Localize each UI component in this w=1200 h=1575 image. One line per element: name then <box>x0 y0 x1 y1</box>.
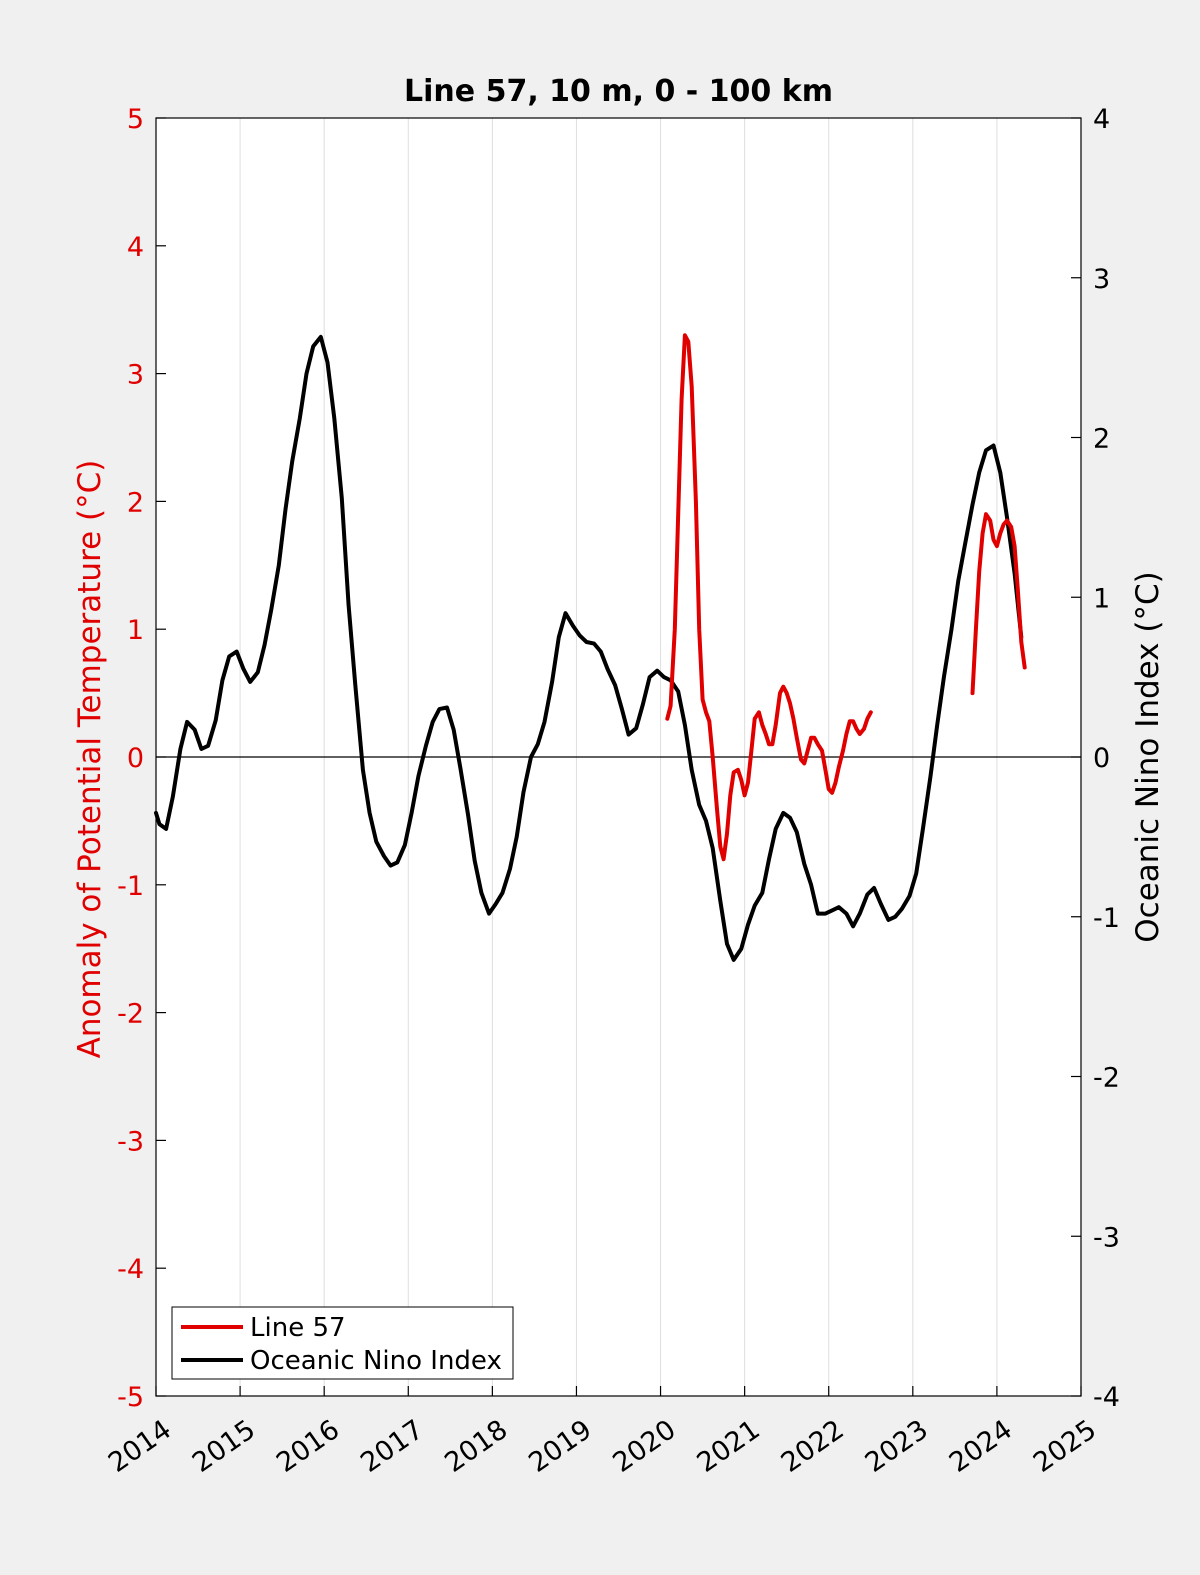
left-y-axis: -5 -4 -3 -2 -1 0 1 2 3 4 5 <box>117 104 166 1413</box>
left-tick-label: -1 <box>117 871 144 902</box>
right-tick-label: 1 <box>1093 583 1110 614</box>
right-tick-label: 3 <box>1093 264 1110 295</box>
left-tick-label: 4 <box>127 232 144 263</box>
right-y-axis: -4 -3 -2 -1 0 1 2 3 4 <box>1071 104 1120 1413</box>
left-axis-label: Anomaly of Potential Temperature (°C) <box>72 460 108 1059</box>
right-tick-label: 0 <box>1093 743 1110 774</box>
left-tick-label: 5 <box>127 104 144 135</box>
right-axis-label: Oceanic Nino Index (°C) <box>1130 571 1166 942</box>
right-tick-label: 4 <box>1093 104 1110 135</box>
series-line-line-57-segment-1 <box>665 333 873 862</box>
legend-label-line57: Line 57 <box>250 1313 346 1343</box>
chart-title: Line 57, 10 m, 0 - 100 km <box>404 74 833 109</box>
left-tick-label: -2 <box>117 999 144 1030</box>
right-tick-label: -1 <box>1093 903 1120 934</box>
left-tick-label: 0 <box>127 743 144 774</box>
right-tick-label: 2 <box>1093 424 1110 455</box>
series-layer <box>154 333 1027 962</box>
left-tick-label: 2 <box>127 487 144 518</box>
series-line-oceanic-nino-index <box>154 334 1024 962</box>
left-tick-label: -5 <box>117 1382 144 1413</box>
legend: Line 57 Oceanic Nino Index <box>171 1306 514 1380</box>
series-line-line-57-segment-2 <box>970 512 1027 696</box>
left-tick-label: -3 <box>117 1126 144 1157</box>
legend-box <box>171 1306 514 1380</box>
left-tick-label: -4 <box>117 1254 144 1285</box>
right-tick-label: -2 <box>1093 1063 1120 1094</box>
right-tick-label: -3 <box>1093 1222 1120 1253</box>
legend-label-oni: Oceanic Nino Index <box>250 1346 502 1376</box>
right-tick-label: -4 <box>1093 1382 1120 1413</box>
left-tick-label: 3 <box>127 360 144 391</box>
left-tick-label: 1 <box>127 615 144 646</box>
